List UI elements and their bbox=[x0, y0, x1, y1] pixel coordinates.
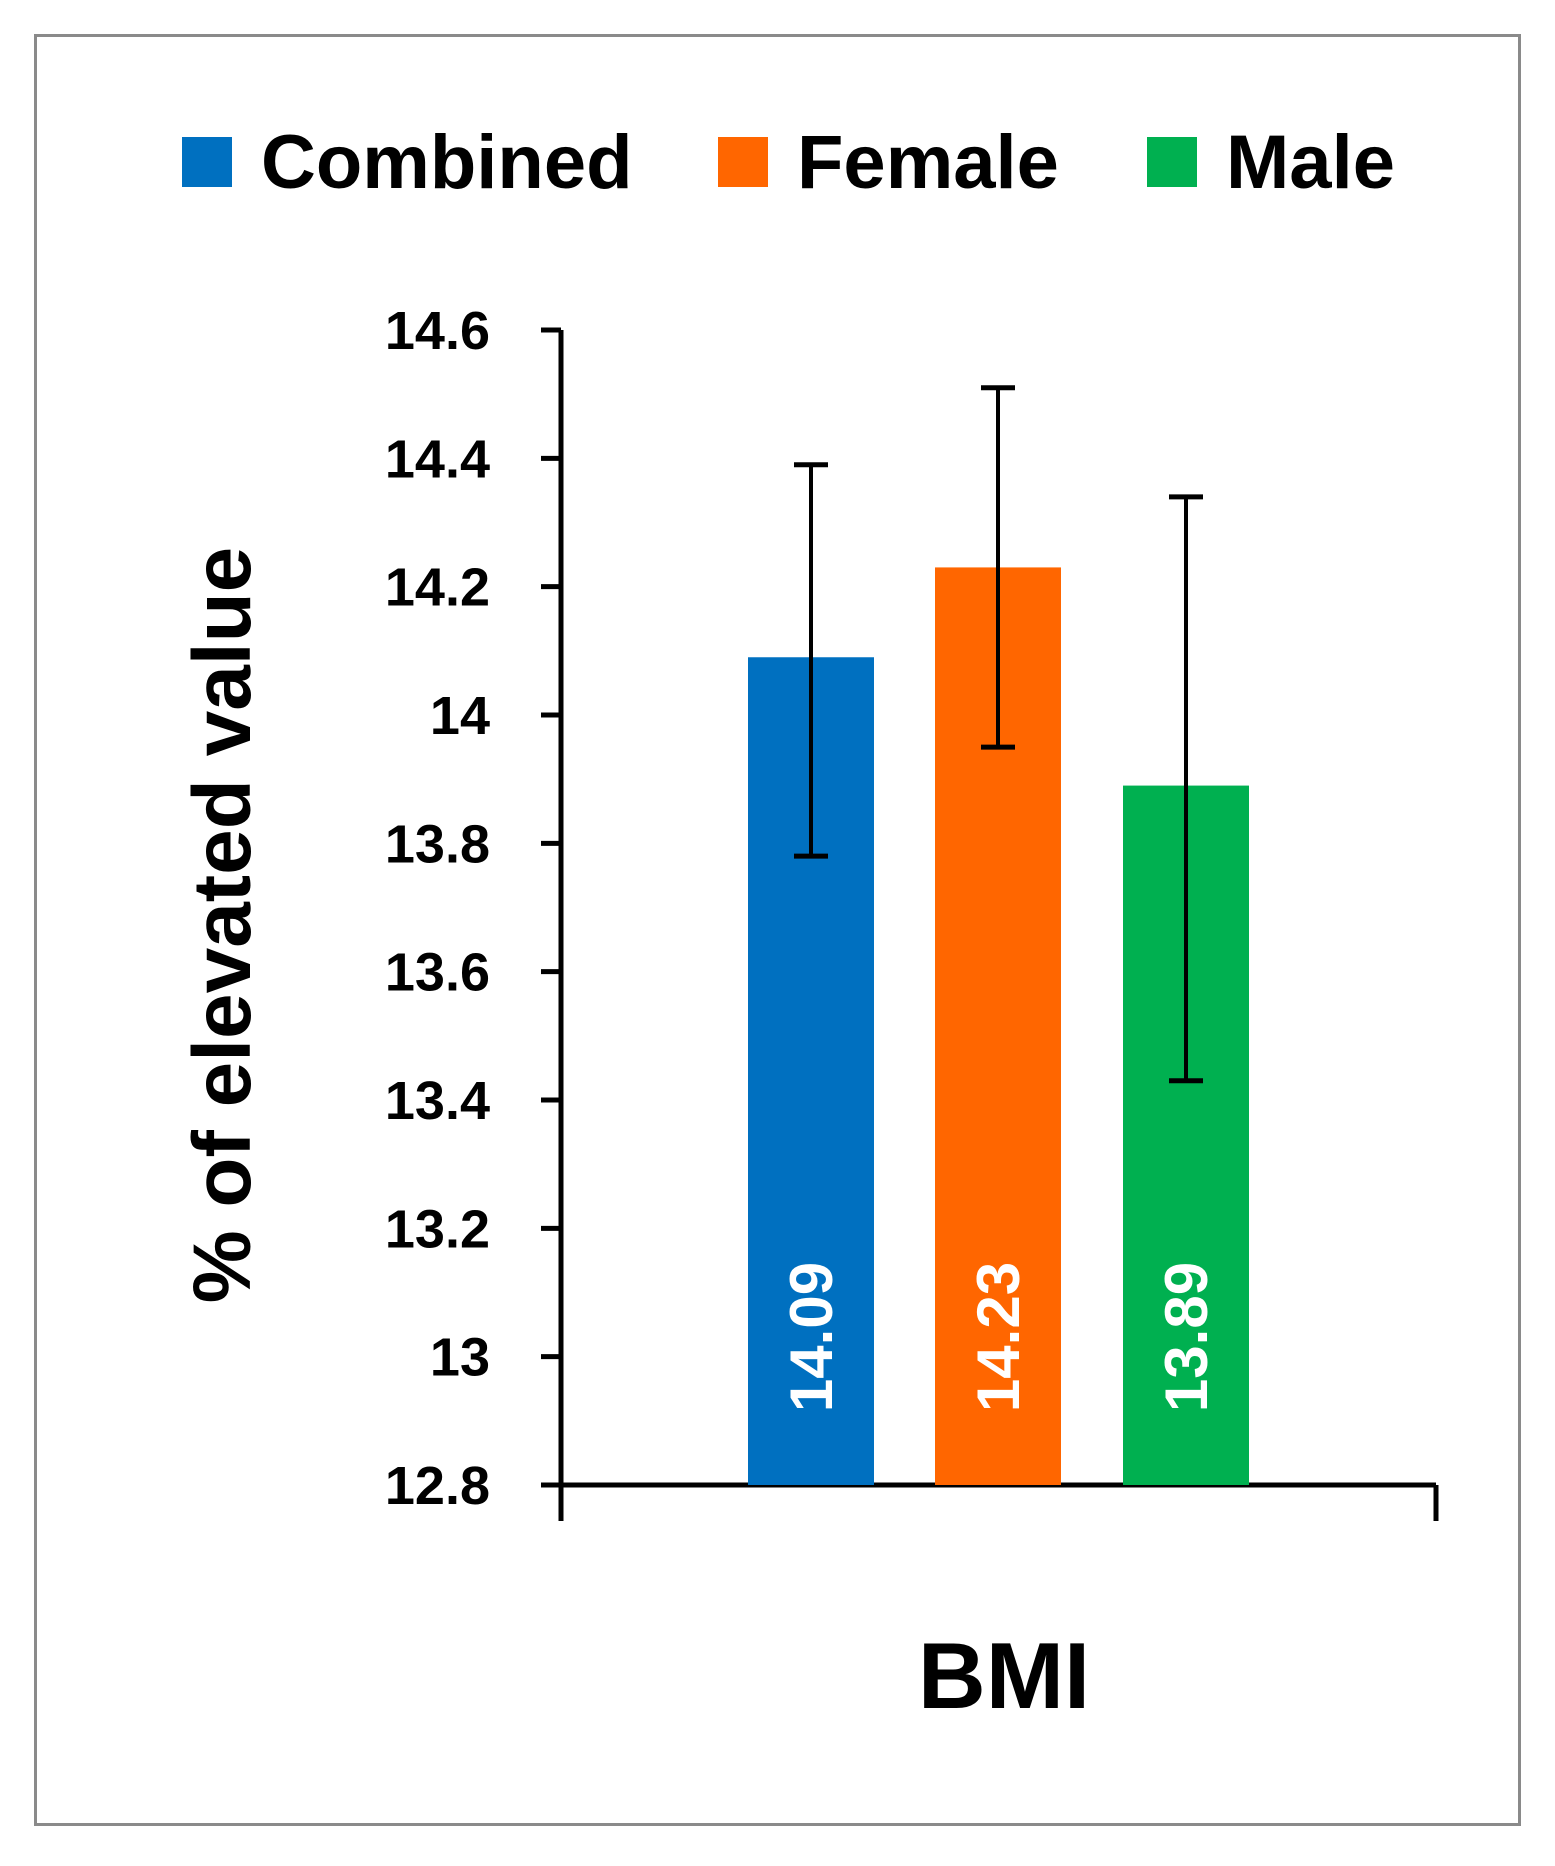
y-tick-label: 14.4 bbox=[385, 429, 490, 489]
y-tick-label: 14 bbox=[430, 686, 490, 746]
legend-swatch-combined bbox=[182, 137, 232, 187]
y-axis-title: % of elevated value bbox=[177, 547, 268, 1304]
y-tick-label: 12.8 bbox=[385, 1456, 490, 1516]
legend-label-female: Female bbox=[797, 120, 1059, 205]
value-label-female: 14.23 bbox=[965, 1262, 1032, 1412]
y-tick-label: 13 bbox=[430, 1328, 490, 1388]
legend-swatch-male bbox=[1147, 137, 1197, 187]
legend-label-combined: Combined bbox=[261, 120, 633, 205]
value-label-male: 13.89 bbox=[1153, 1262, 1220, 1412]
y-tick-label: 13.4 bbox=[385, 1071, 490, 1131]
legend: Combined Female Male bbox=[182, 120, 1395, 205]
y-tick-label: 14.6 bbox=[385, 301, 490, 361]
error-bars bbox=[794, 385, 1203, 1084]
y-axis: 14.6 14.4 14.2 14 13.8 13.6 13.4 13.2 13 12.8 bbox=[385, 301, 1439, 1521]
bars bbox=[748, 567, 1249, 1485]
y-tick-label: 13.2 bbox=[385, 1199, 490, 1259]
legend-swatch-female bbox=[718, 137, 768, 187]
y-tick-label: 14.2 bbox=[385, 558, 490, 618]
y-tick-label: 13.8 bbox=[385, 814, 490, 874]
x-axis-title: BMI bbox=[918, 1623, 1090, 1728]
value-labels: 14.09 14.23 13.89 bbox=[778, 1262, 1220, 1412]
legend-label-male: Male bbox=[1226, 120, 1395, 205]
value-label-combined: 14.09 bbox=[778, 1262, 845, 1412]
y-tick-label: 13.6 bbox=[385, 943, 490, 1003]
